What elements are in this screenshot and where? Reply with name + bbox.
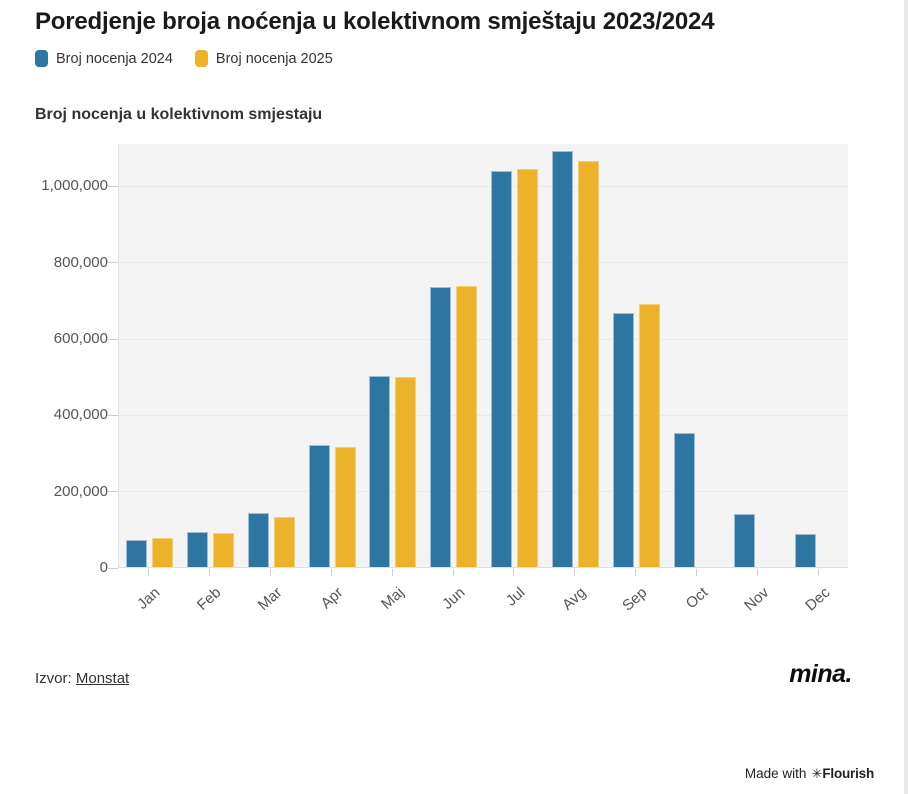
legend-label: Broj nocenja 2025 (215, 50, 333, 67)
y-axis-ticks (108, 144, 118, 569)
brand-logo: mina. (789, 660, 852, 688)
bar-broj-nocenja-2025-sep[interactable] (638, 304, 660, 567)
x-tick-label-nov: Nov (740, 584, 773, 615)
x-tick (635, 569, 637, 576)
plot-area (118, 144, 848, 568)
y-tick-label: 1,000,000 (41, 177, 108, 195)
bar-broj-nocenja-2024-maj[interactable] (369, 375, 391, 567)
gridline (119, 414, 848, 416)
legend-label: Broj nocenja 2024 (56, 50, 173, 67)
x-tick-label-jan: Jan (134, 584, 164, 613)
x-tick-label-mar: Mar (254, 584, 286, 614)
y-tick-label: 800,000 (53, 253, 108, 271)
bar-broj-nocenja-2024-feb[interactable] (186, 531, 208, 567)
bar-broj-nocenja-2024-oct[interactable] (673, 433, 695, 567)
source-line: Izvor: Monstat (35, 670, 129, 687)
y-axis: 0 200,000 400,000 600,000 800,000 1,000,000 (18, 144, 108, 576)
gridline (119, 185, 848, 187)
x-tick-label-jul: Jul (503, 584, 529, 610)
x-tick (391, 569, 393, 576)
x-tick-label-avg: Avg (559, 584, 590, 614)
y-tick-label: 0 (99, 559, 108, 576)
bar-broj-nocenja-2024-nov[interactable] (734, 513, 756, 567)
bar-broj-nocenja-2024-sep[interactable] (612, 312, 634, 567)
bar-broj-nocenja-2025-avg[interactable] (577, 160, 599, 567)
x-tick (209, 569, 211, 576)
x-tick (574, 569, 576, 576)
bar-broj-nocenja-2025-apr[interactable] (334, 447, 356, 567)
bar-broj-nocenja-2024-dec[interactable] (795, 534, 817, 567)
scrollbar-track[interactable] (904, 0, 908, 794)
bar-broj-nocenja-2025-feb[interactable] (212, 533, 234, 567)
gridline (119, 338, 848, 340)
flourish-name: Flourish (822, 766, 874, 781)
gridline (119, 262, 848, 264)
x-tick (452, 569, 454, 576)
x-tick (330, 569, 332, 576)
y-tick (108, 567, 118, 569)
made-with-label: Made with (744, 766, 807, 781)
x-tick-label-maj: Maj (377, 584, 408, 613)
y-tick-label: 400,000 (53, 406, 108, 424)
y-tick (108, 338, 118, 340)
flourish-attribution[interactable]: Made with ✳Flourish (745, 766, 874, 782)
x-axis: Jan Feb Mar Apr Maj Jun Jul Avg Sep Oct Nov Dec (118, 568, 848, 628)
chart-title: Broj nocenja u kolektivnom smjestaju (35, 106, 323, 123)
x-tick-label-sep: Sep (619, 584, 651, 615)
y-tick (108, 491, 118, 493)
page-title: Poredjenje broja noćenja u kolektivnom s… (35, 8, 715, 35)
y-tick-label: 600,000 (53, 330, 108, 348)
x-tick (695, 569, 697, 576)
legend-swatch (35, 50, 48, 67)
bar-broj-nocenja-2024-apr[interactable] (308, 445, 330, 567)
y-tick (108, 414, 118, 416)
bar-broj-nocenja-2024-jul[interactable] (491, 170, 512, 567)
gridline (119, 491, 848, 493)
bar-broj-nocenja-2025-jul[interactable] (517, 168, 538, 567)
legend-item-broj-nocenja-2024[interactable]: Broj nocenja 2024 (35, 50, 173, 67)
x-tick (756, 569, 758, 576)
bar-broj-nocenja-2024-mar[interactable] (247, 512, 269, 567)
bar-broj-nocenja-2024-avg[interactable] (551, 151, 573, 567)
x-tick (270, 569, 272, 576)
legend-swatch (194, 50, 208, 67)
legend-item-broj-nocenja-2025[interactable]: Broj nocenja 2025 (194, 50, 333, 67)
x-tick-label-oct: Oct (682, 584, 712, 613)
source-link[interactable]: Monstat (75, 670, 130, 687)
bar-broj-nocenja-2025-jan[interactable] (152, 538, 173, 567)
x-tick (513, 569, 515, 576)
y-tick (108, 185, 118, 187)
x-tick-label-apr: Apr (317, 584, 347, 613)
bar-broj-nocenja-2025-maj[interactable] (395, 376, 417, 567)
x-tick-label-feb: Feb (194, 584, 225, 614)
flourish-logo-icon: ✳ (811, 766, 823, 781)
legend: Broj nocenja 2024 Broj nocenja 2025 (35, 50, 333, 67)
y-tick (108, 262, 118, 264)
bar-broj-nocenja-2025-mar[interactable] (273, 517, 295, 567)
x-tick-label-dec: Dec (801, 584, 833, 615)
x-tick (148, 569, 150, 576)
y-tick-label: 200,000 (53, 482, 108, 500)
source-label: Izvor: (35, 670, 72, 687)
bar-broj-nocenja-2025-jun[interactable] (456, 285, 478, 567)
bar-broj-nocenja-2024-jun[interactable] (430, 286, 452, 567)
x-tick-label-jun: Jun (438, 584, 468, 613)
x-tick (817, 569, 819, 576)
bar-broj-nocenja-2024-jan[interactable] (126, 540, 147, 567)
